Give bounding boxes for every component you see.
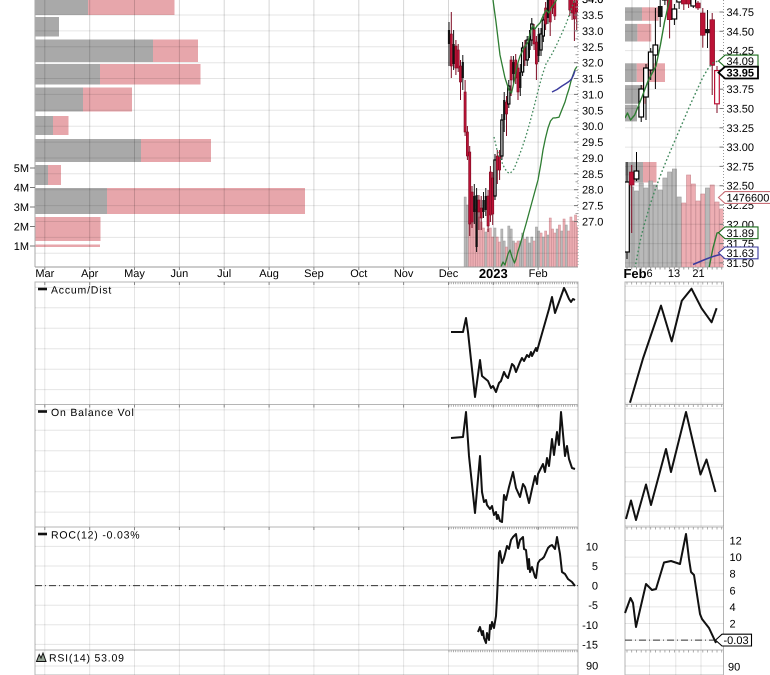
svg-text:32.50: 32.50 bbox=[727, 181, 755, 193]
svg-text:33.0: 33.0 bbox=[582, 26, 603, 38]
svg-text:34.09: 34.09 bbox=[727, 56, 755, 68]
svg-text:Apr: Apr bbox=[81, 268, 98, 280]
svg-text:Feb: Feb bbox=[623, 266, 646, 281]
svg-text:2023: 2023 bbox=[479, 266, 508, 281]
svg-text:RSI(14) 53.09: RSI(14) 53.09 bbox=[49, 652, 125, 664]
svg-text:2: 2 bbox=[730, 619, 736, 631]
svg-text:27.0: 27.0 bbox=[582, 217, 603, 229]
svg-text:-15: -15 bbox=[582, 639, 598, 651]
svg-text:10: 10 bbox=[730, 552, 742, 564]
svg-text:Feb: Feb bbox=[529, 268, 548, 280]
svg-text:Dec: Dec bbox=[439, 268, 459, 280]
svg-text:33.5: 33.5 bbox=[582, 10, 603, 22]
svg-text:31.89: 31.89 bbox=[727, 228, 755, 240]
svg-text:5: 5 bbox=[592, 561, 598, 573]
svg-text:30.5: 30.5 bbox=[582, 105, 603, 117]
svg-text:31.5: 31.5 bbox=[582, 74, 603, 86]
svg-text:2M: 2M bbox=[14, 222, 29, 234]
svg-text:1M: 1M bbox=[14, 241, 29, 253]
svg-text:Sep: Sep bbox=[304, 268, 324, 280]
svg-text:31.63: 31.63 bbox=[727, 248, 755, 260]
svg-text:34.50: 34.50 bbox=[727, 26, 755, 38]
svg-text:Accum/Dist: Accum/Dist bbox=[51, 284, 112, 296]
svg-text:90: 90 bbox=[586, 661, 598, 673]
svg-text:29.5: 29.5 bbox=[582, 137, 603, 149]
svg-text:34.75: 34.75 bbox=[727, 7, 755, 19]
svg-text:4: 4 bbox=[730, 602, 736, 614]
svg-text:8: 8 bbox=[730, 569, 736, 581]
svg-text:33.75: 33.75 bbox=[727, 84, 755, 96]
svg-text:34.0: 34.0 bbox=[582, 0, 603, 6]
svg-text:Jun: Jun bbox=[171, 268, 189, 280]
svg-text:Aug: Aug bbox=[259, 268, 279, 280]
svg-text:13: 13 bbox=[668, 268, 680, 280]
svg-text:31.0: 31.0 bbox=[582, 89, 603, 101]
svg-text:28.5: 28.5 bbox=[582, 169, 603, 181]
svg-text:28.0: 28.0 bbox=[582, 185, 603, 197]
svg-text:33.00: 33.00 bbox=[727, 142, 755, 154]
svg-text:May: May bbox=[124, 268, 145, 280]
svg-text:3M: 3M bbox=[14, 202, 29, 214]
svg-text:32.75: 32.75 bbox=[727, 161, 755, 173]
svg-text:6: 6 bbox=[646, 268, 652, 280]
svg-text:On Balance Vol: On Balance Vol bbox=[51, 407, 135, 419]
svg-text:5M: 5M bbox=[14, 163, 29, 175]
svg-text:-5: -5 bbox=[588, 600, 598, 612]
svg-text:4M: 4M bbox=[14, 183, 29, 195]
svg-text:34.0: 34.0 bbox=[582, 0, 603, 6]
svg-text:1476600.: 1476600. bbox=[727, 193, 770, 205]
svg-text:29.0: 29.0 bbox=[582, 153, 603, 165]
svg-text:21: 21 bbox=[692, 268, 704, 280]
svg-text:Nov: Nov bbox=[394, 268, 414, 280]
svg-text:32.0: 32.0 bbox=[582, 58, 603, 70]
svg-text:10: 10 bbox=[586, 541, 598, 553]
svg-text:6: 6 bbox=[730, 585, 736, 597]
svg-text:ROC(12) -0.03%: ROC(12) -0.03% bbox=[51, 529, 140, 541]
svg-text:Oct: Oct bbox=[350, 268, 367, 280]
svg-text:-10: -10 bbox=[582, 620, 598, 632]
svg-text:31.50: 31.50 bbox=[727, 258, 755, 270]
svg-text:Jul: Jul bbox=[217, 268, 231, 280]
svg-text:12: 12 bbox=[730, 536, 742, 548]
svg-text:90: 90 bbox=[728, 661, 740, 673]
svg-text:33.95: 33.95 bbox=[727, 68, 755, 80]
svg-text:33.50: 33.50 bbox=[727, 104, 755, 116]
svg-text:33.25: 33.25 bbox=[727, 123, 755, 135]
svg-text:-0.03: -0.03 bbox=[724, 635, 749, 647]
svg-text:0: 0 bbox=[592, 581, 598, 593]
svg-text:32.5: 32.5 bbox=[582, 42, 603, 54]
svg-text:Mar: Mar bbox=[35, 268, 54, 280]
svg-text:27.5: 27.5 bbox=[582, 201, 603, 213]
svg-text:30.0: 30.0 bbox=[582, 121, 603, 133]
